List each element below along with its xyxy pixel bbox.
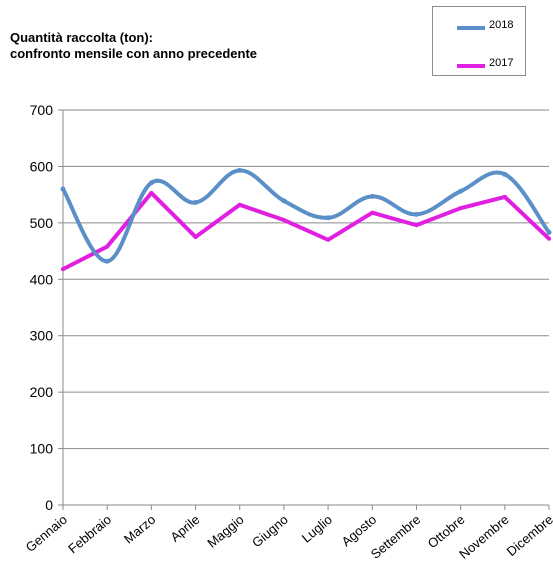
y-tick-label: 400: [30, 271, 54, 287]
data-point-2017: [281, 218, 286, 223]
data-point-2017: [547, 236, 551, 241]
data-point-2017: [61, 267, 65, 272]
data-point-2017: [105, 244, 110, 249]
chart-subtitle: confronto mensile con anno precedente: [10, 46, 258, 61]
data-point-2017: [414, 223, 419, 228]
data-point-2018: [502, 171, 508, 177]
x-tick-label: Luglio: [299, 512, 335, 546]
data-point-2017: [458, 206, 463, 211]
data-point-2018: [369, 193, 375, 199]
series-line-2018: [61, 168, 551, 264]
y-tick-label: 200: [30, 384, 54, 400]
y-tick-label: 600: [30, 158, 54, 174]
x-tick-label: Aprile: [167, 512, 202, 545]
y-tick-label: 700: [30, 102, 54, 118]
y-tick-label: 0: [45, 497, 53, 513]
x-tick-label: Settembre: [368, 512, 424, 562]
data-point-2018: [413, 211, 419, 217]
x-tick-label: Marzo: [121, 512, 158, 547]
data-point-2018: [193, 200, 199, 206]
data-point-2018: [546, 229, 552, 235]
legend-label-2017: 2017: [489, 57, 514, 69]
x-tick-label: Maggio: [204, 512, 246, 551]
data-point-2018: [281, 198, 287, 204]
data-point-2018: [237, 167, 243, 173]
data-point-2017: [237, 202, 242, 207]
data-point-2017: [193, 234, 198, 239]
x-tick-label: Dicembre: [504, 512, 553, 559]
data-point-2017: [149, 190, 154, 195]
y-tick-label: 500: [30, 215, 54, 231]
data-point-2018: [60, 186, 66, 192]
data-point-2018: [148, 180, 154, 186]
data-point-2017: [502, 194, 507, 199]
series-line-2017: [61, 190, 551, 272]
legend-swatch-2018: [457, 26, 485, 30]
legend-swatch-2017: [457, 64, 485, 68]
data-point-2018: [104, 258, 110, 264]
x-tick-label: Agosto: [339, 512, 380, 550]
legend: 2018 2017: [432, 6, 526, 76]
data-point-2018: [325, 215, 331, 221]
x-tick-label: Febbraio: [65, 512, 114, 556]
y-tick-label: 300: [30, 328, 54, 344]
chart-title: Quantità raccolta (ton):: [10, 30, 154, 45]
x-tick-label: Gennaio: [23, 512, 70, 555]
legend-label-2018: 2018: [489, 19, 514, 31]
y-tick-label: 100: [30, 441, 54, 457]
x-tick-label: Novembre: [456, 512, 512, 562]
x-tick-label: Giugno: [249, 512, 291, 550]
data-point-2018: [458, 188, 464, 194]
data-point-2017: [370, 210, 375, 215]
data-point-2017: [326, 237, 331, 242]
